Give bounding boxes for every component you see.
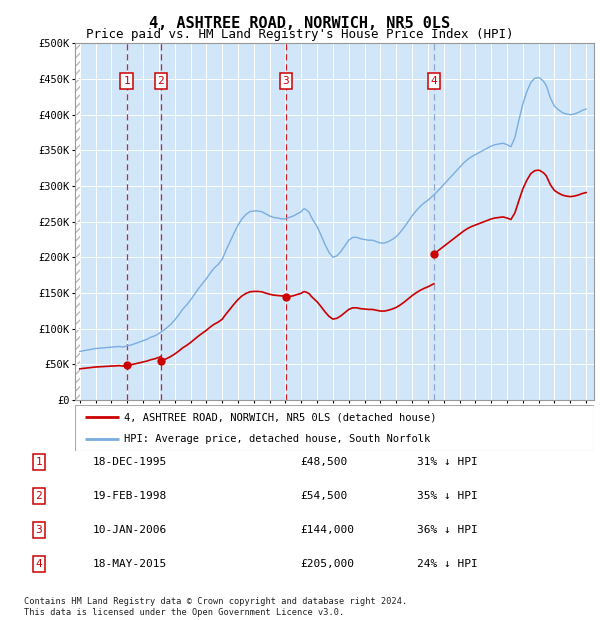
Text: 3: 3	[35, 525, 43, 535]
Text: 2: 2	[35, 491, 43, 501]
Text: £205,000: £205,000	[300, 559, 354, 569]
Text: 4: 4	[35, 559, 43, 569]
Text: 3: 3	[283, 76, 289, 86]
Bar	[286, 43, 434, 400]
Text: 4, ASHTREE ROAD, NORWICH, NR5 0LS: 4, ASHTREE ROAD, NORWICH, NR5 0LS	[149, 16, 451, 30]
Text: 36% ↓ HPI: 36% ↓ HPI	[417, 525, 478, 535]
Text: 18-DEC-1995: 18-DEC-1995	[93, 457, 167, 467]
Bar	[75, 43, 80, 400]
Bar	[434, 43, 594, 400]
Text: £54,500: £54,500	[300, 491, 347, 501]
Text: 19-FEB-1998: 19-FEB-1998	[93, 491, 167, 501]
Text: Price paid vs. HM Land Registry's House Price Index (HPI): Price paid vs. HM Land Registry's House …	[86, 28, 514, 41]
Text: 4, ASHTREE ROAD, NORWICH, NR5 0LS (detached house): 4, ASHTREE ROAD, NORWICH, NR5 0LS (detac…	[124, 412, 437, 422]
Text: 4: 4	[430, 76, 437, 86]
Text: 2: 2	[157, 76, 164, 86]
Bar	[80, 43, 127, 400]
Text: 35% ↓ HPI: 35% ↓ HPI	[417, 491, 478, 501]
Text: £144,000: £144,000	[300, 525, 354, 535]
Text: 18-MAY-2015: 18-MAY-2015	[93, 559, 167, 569]
FancyBboxPatch shape	[75, 405, 594, 451]
Text: 1: 1	[35, 457, 43, 467]
Text: Contains HM Land Registry data © Crown copyright and database right 2024.
This d: Contains HM Land Registry data © Crown c…	[24, 598, 407, 617]
Bar	[161, 43, 286, 400]
Text: HPI: Average price, detached house, South Norfolk: HPI: Average price, detached house, Sout…	[124, 434, 431, 444]
Text: £48,500: £48,500	[300, 457, 347, 467]
Bar	[127, 43, 161, 400]
Text: 10-JAN-2006: 10-JAN-2006	[93, 525, 167, 535]
Text: 1: 1	[123, 76, 130, 86]
Text: 31% ↓ HPI: 31% ↓ HPI	[417, 457, 478, 467]
Text: 24% ↓ HPI: 24% ↓ HPI	[417, 559, 478, 569]
